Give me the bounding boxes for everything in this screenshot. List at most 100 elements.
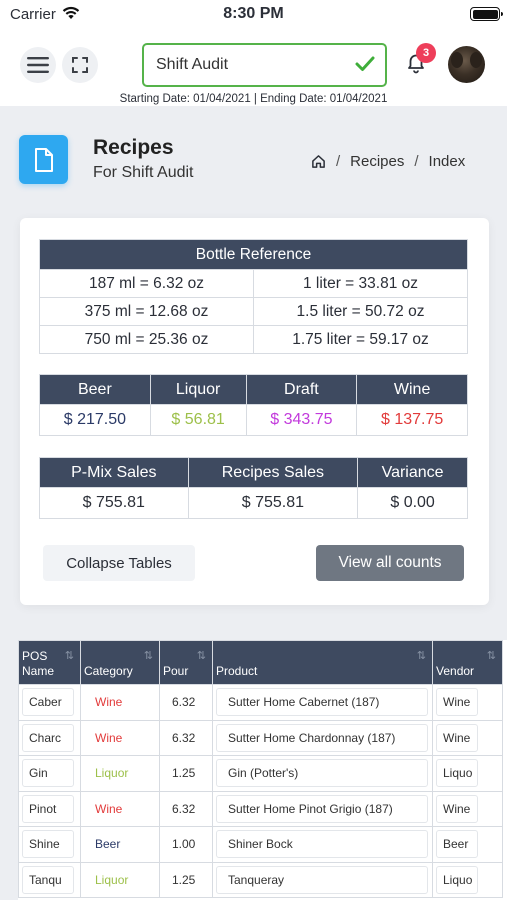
pos-name-input[interactable]: Shine — [22, 830, 74, 859]
vendor-cell: Beer — [432, 826, 503, 863]
category-cell: Wine — [80, 684, 160, 721]
status-bar: Carrier 8:30 PM — [0, 0, 507, 30]
product-cell: Tanqueray — [212, 861, 433, 898]
menu-button[interactable] — [20, 47, 56, 83]
pour-cell: 1.25 — [159, 755, 213, 792]
bottle-ref-cell: 375 ml = 12.68 oz — [39, 297, 254, 326]
pmix-sales-value: $ 755.81 — [39, 487, 189, 519]
vendor-cell: Liquo — [432, 755, 503, 792]
pour-cell: 1.25 — [159, 861, 213, 898]
column-header-product[interactable]: Product ⇅ — [212, 640, 433, 685]
audit-selector[interactable]: Shift Audit — [142, 43, 387, 87]
page-title: Recipes — [93, 136, 174, 159]
variance-value: $ 0.00 — [357, 487, 468, 519]
vendor-cell: Liquo — [432, 861, 503, 898]
clock: 8:30 PM — [223, 5, 284, 22]
check-icon — [355, 56, 375, 71]
view-all-counts-button[interactable]: View all counts — [316, 545, 464, 581]
pos-name-input[interactable]: Tanqu — [22, 865, 74, 894]
sales-header: Recipes Sales — [187, 457, 359, 488]
bottle-ref-cell: 187 ml = 6.32 oz — [39, 269, 254, 298]
table-row: Shine Beer 1.00 Shiner Bock Beer — [18, 826, 503, 863]
product-cell: Sutter Home Pinot Grigio (187) — [212, 790, 433, 827]
recipes-table-container[interactable]: POS Name ⇅ Category ⇅ Pour ⇅ Product ⇅ Vendo… — [18, 640, 507, 900]
pour-cell: 6.32 — [159, 719, 213, 756]
sort-icon: ⇅ — [64, 650, 74, 662]
fullscreen-icon — [72, 57, 88, 73]
column-header-vendor[interactable]: Vendor ⇅ — [432, 640, 503, 685]
collapse-tables-button[interactable]: Collapse Tables — [43, 545, 195, 581]
sort-icon: ⇅ — [143, 650, 153, 662]
breadcrumb-index: Index — [428, 153, 466, 170]
pos-name-input[interactable]: Pinot — [22, 794, 74, 823]
bottle-ref-cell: 1.5 liter = 50.72 oz — [253, 297, 468, 326]
audit-selector-value: Shift Audit — [156, 56, 229, 73]
column-header-category[interactable]: Category ⇅ — [80, 640, 160, 685]
product-cell: Sutter Home Cabernet (187) — [212, 684, 433, 721]
table-row: Gin Liquor 1.25 Gin (Potter's) Liquo — [18, 755, 503, 792]
table-row: Pinot Wine 6.32 Sutter Home Pinot Grigio (1… — [18, 790, 503, 827]
vendor-select[interactable]: Beer — [436, 830, 478, 859]
product-select[interactable]: Sutter Home Cabernet (187) — [216, 688, 428, 717]
column-header-pour[interactable]: Pour ⇅ — [159, 640, 213, 685]
product-cell: Shiner Bock — [212, 826, 433, 863]
breadcrumb: / Recipes / Index — [311, 153, 465, 170]
vendor-select[interactable]: Liquo — [436, 865, 478, 894]
wine-total: $ 137.75 — [356, 404, 468, 436]
bottle-ref-cell: 750 ml = 25.36 oz — [39, 325, 254, 354]
pos-name-input[interactable]: Gin — [22, 759, 74, 788]
vendor-select[interactable]: Wine — [436, 723, 478, 752]
vendor-select[interactable]: Liquo — [436, 759, 478, 788]
notification-badge: 3 — [416, 43, 436, 63]
table-row: Caber Wine 6.32 Sutter Home Cabernet (187) W… — [18, 684, 503, 721]
document-icon — [19, 135, 68, 184]
avatar[interactable] — [448, 46, 485, 83]
product-select[interactable]: Sutter Home Pinot Grigio (187) — [216, 794, 428, 823]
sort-icon: ⇅ — [486, 650, 496, 662]
recipes-table: POS Name ⇅ Category ⇅ Pour ⇅ Product ⇅ Vendo… — [18, 640, 503, 898]
category-cell: Beer — [80, 826, 160, 863]
vendor-select[interactable]: Wine — [436, 794, 478, 823]
bottle-reference-title: Bottle Reference — [39, 239, 468, 270]
fullscreen-button[interactable] — [62, 47, 98, 83]
bottle-reference-table: Bottle Reference 187 ml = 6.32 oz 1 lite… — [39, 239, 468, 354]
category-header: Wine — [356, 374, 468, 405]
category-header: Beer — [39, 374, 151, 405]
product-select[interactable]: Gin (Potter's) — [216, 759, 428, 788]
pos-name-cell: Charc — [18, 719, 81, 756]
page-subtitle: For Shift Audit — [93, 164, 194, 181]
carrier-label: Carrier — [10, 6, 56, 23]
summary-card: Bottle Reference 187 ml = 6.32 oz 1 lite… — [20, 218, 489, 605]
column-header-pos-name[interactable]: POS Name ⇅ — [18, 640, 81, 685]
pour-cell: 6.32 — [159, 684, 213, 721]
pour-cell: 6.32 — [159, 790, 213, 827]
sales-summary-table: P-Mix Sales Recipes Sales Variance $ 755… — [39, 457, 468, 519]
sort-icon: ⇅ — [416, 650, 426, 662]
page-heading: Recipes For Shift Audit / Recipes / Inde… — [0, 112, 507, 207]
vendor-cell: Wine — [432, 790, 503, 827]
table-row: Tanqu Liquor 1.25 Tanqueray Liquo — [18, 861, 503, 898]
recipes-sales-value: $ 755.81 — [187, 487, 359, 519]
category-header: Draft — [245, 374, 358, 405]
top-header: Shift Audit 3 Starting Date: 01/04/2021 … — [0, 30, 507, 106]
pos-name-input[interactable]: Caber — [22, 688, 74, 717]
battery-icon — [470, 7, 503, 21]
vendor-cell: Wine — [432, 684, 503, 721]
sales-header: P-Mix Sales — [39, 457, 189, 488]
vendor-select[interactable]: Wine — [436, 688, 478, 717]
pos-name-cell: Pinot — [18, 790, 81, 827]
product-select[interactable]: Shiner Bock — [216, 830, 428, 859]
pos-name-cell: Gin — [18, 755, 81, 792]
pos-name-input[interactable]: Charc — [22, 723, 74, 752]
category-totals-table: Beer Liquor Draft Wine $ 217.50 $ 56.81 … — [39, 374, 468, 436]
beer-total: $ 217.50 — [39, 404, 151, 436]
product-select[interactable]: Tanqueray — [216, 865, 428, 894]
breadcrumb-recipes[interactable]: Recipes — [350, 153, 405, 170]
date-range: Starting Date: 01/04/2021 | Ending Date:… — [119, 93, 388, 105]
sales-header: Variance — [357, 457, 468, 488]
table-row: Charc Wine 6.32 Sutter Home Chardonnay (187… — [18, 719, 503, 756]
product-cell: Sutter Home Chardonnay (187) — [212, 719, 433, 756]
home-icon[interactable] — [311, 154, 326, 169]
product-select[interactable]: Sutter Home Chardonnay (187) — [216, 723, 428, 752]
wifi-icon — [62, 6, 80, 19]
